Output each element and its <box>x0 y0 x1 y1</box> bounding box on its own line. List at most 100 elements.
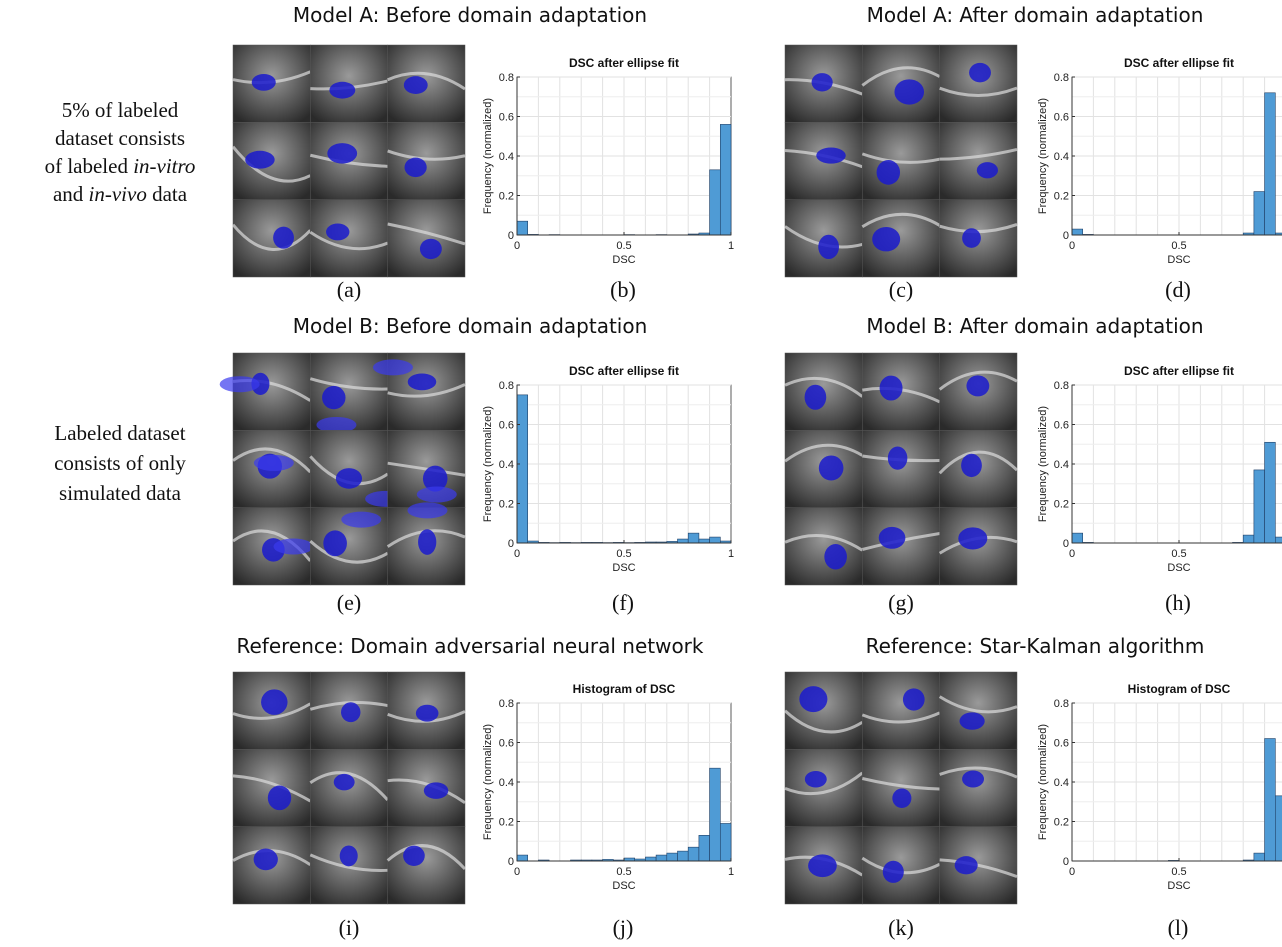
tissue-line <box>861 711 941 724</box>
tissue-line <box>861 152 940 164</box>
row-label-part: consists of only <box>54 451 186 475</box>
image-caption: (a) <box>337 277 361 302</box>
tissue-line <box>231 223 312 251</box>
row-label: and in-vivo data <box>53 182 188 206</box>
image-caption: (i) <box>339 915 360 940</box>
segmentation <box>808 854 837 878</box>
segmentation <box>407 373 437 391</box>
segmentation <box>954 856 978 875</box>
panel-title: Reference: Star-Kalman algorithm <box>866 634 1205 658</box>
row-label: dataset consists <box>55 126 185 150</box>
x-axis-label: DSC <box>1167 880 1190 892</box>
bar <box>719 823 732 862</box>
y-axis-label: Frequency (normalized) <box>482 724 494 840</box>
y-tick-label: 0.6 <box>499 738 514 750</box>
tissue-line <box>939 766 1018 779</box>
segmentation <box>894 79 925 105</box>
tissue-line <box>387 222 466 246</box>
x-tick-label: 0 <box>1069 866 1075 878</box>
tissue-line <box>861 66 941 87</box>
row-label-part: dataset consists <box>55 126 185 150</box>
panel-title: Model B: After domain adaptation <box>866 314 1203 338</box>
tissue-line <box>309 377 388 391</box>
y-tick-label: 0.2 <box>1054 499 1069 511</box>
x-axis-label: DSC <box>612 254 635 266</box>
y-tick-label: 0 <box>1063 538 1069 550</box>
x-tick-label: 0.5 <box>1171 240 1186 252</box>
segmentation <box>422 465 448 492</box>
x-tick-label: 0.5 <box>1171 866 1186 878</box>
segmentation <box>962 770 985 788</box>
segmentation <box>418 529 437 555</box>
segmentation <box>962 228 981 248</box>
ultrasound-tile <box>387 826 466 905</box>
image-caption: (g) <box>888 590 914 615</box>
x-tick-label: 0 <box>514 240 520 252</box>
segmentation <box>253 848 278 871</box>
row-label: consists of only <box>54 451 186 475</box>
chart-title: Histogram of DSC <box>573 682 676 696</box>
ultrasound-tile <box>387 199 466 278</box>
segmentation <box>804 384 827 410</box>
tissue-line <box>938 695 1018 714</box>
bar <box>709 169 721 236</box>
segmentation <box>333 773 355 791</box>
segmentation <box>423 782 449 799</box>
segmentation <box>799 686 828 713</box>
segmentation <box>415 704 439 722</box>
panel-title: Model B: Before domain adaptation <box>293 314 648 338</box>
bar <box>516 394 528 544</box>
x-tick-label: 1 <box>728 866 734 878</box>
x-tick-label: 0 <box>1069 548 1075 560</box>
false-segmentation <box>219 376 260 393</box>
tissue-line <box>387 778 466 805</box>
row-label-part: data <box>147 182 188 206</box>
tissue-line <box>309 153 388 168</box>
chart-caption: (d) <box>1165 277 1191 302</box>
x-tick-label: 0.5 <box>616 866 631 878</box>
ultrasound-tile <box>939 122 1018 200</box>
segmentation <box>273 226 294 249</box>
row-label-part: and <box>53 182 89 206</box>
tissue-line <box>938 370 1018 391</box>
row-label-part: in-vitro <box>133 154 195 178</box>
y-tick-label: 0 <box>508 230 514 242</box>
y-tick-label: 0.2 <box>499 191 514 203</box>
bar <box>677 850 689 862</box>
segmentation <box>878 526 906 549</box>
bar <box>666 852 678 862</box>
tissue-line <box>309 230 389 251</box>
y-tick-label: 0.2 <box>499 817 514 829</box>
tissue-line <box>939 858 1018 879</box>
tissue-line <box>387 149 466 161</box>
row-label-part: of labeled <box>45 154 134 178</box>
y-tick-label: 0.8 <box>1054 698 1069 710</box>
x-axis-label: DSC <box>1167 562 1190 574</box>
row-label: simulated data <box>59 481 182 505</box>
row-label-part: in-vivo <box>89 182 147 206</box>
segmentation <box>245 150 275 169</box>
segmentation <box>322 385 346 410</box>
segmentation <box>961 453 982 478</box>
false-segmentation <box>341 511 382 528</box>
image-caption: (e) <box>337 590 361 615</box>
bar <box>645 856 657 862</box>
y-tick-label: 0.6 <box>1054 112 1069 124</box>
segmentation <box>824 543 847 570</box>
y-tick-label: 0.6 <box>499 112 514 124</box>
segmentation <box>329 81 356 99</box>
y-axis-label: Frequency (normalized) <box>482 98 494 214</box>
false-segmentation <box>372 359 413 376</box>
segmentation <box>816 147 846 164</box>
y-tick-label: 0.8 <box>1054 72 1069 84</box>
tissue-line <box>231 145 312 183</box>
segmentation <box>341 702 361 723</box>
segmentation <box>818 234 840 260</box>
y-tick-label: 0 <box>508 538 514 550</box>
segmentation <box>882 860 904 883</box>
segmentation <box>261 689 288 715</box>
bar <box>1264 738 1276 862</box>
tissue-line <box>309 540 389 564</box>
chart-caption: (b) <box>610 277 636 302</box>
